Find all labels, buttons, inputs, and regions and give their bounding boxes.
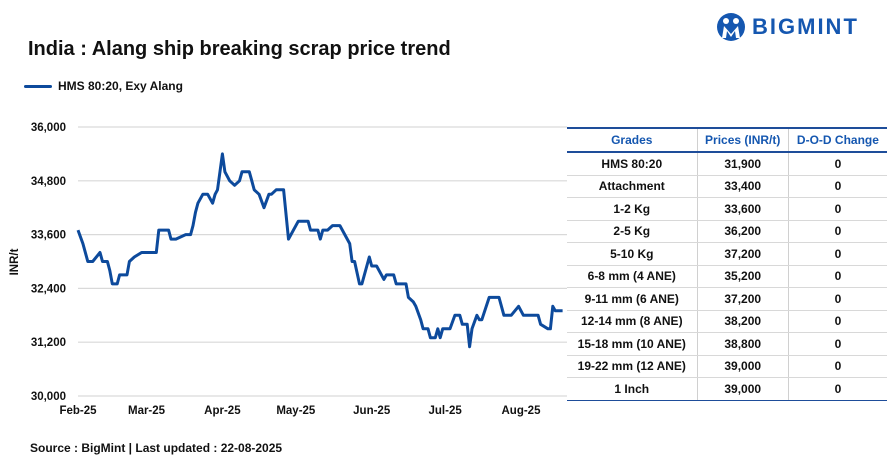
grade-cell: HMS 80:20 — [567, 152, 698, 176]
table-row: 9-11 mm (6 ANE) 37,200 0 — [567, 287, 887, 311]
chart-title: India : Alang ship breaking scrap price … — [28, 38, 451, 60]
table-row: 2-5 Kg 36,200 0 — [567, 220, 887, 243]
x-tick-label: Jul-25 — [429, 405, 463, 417]
change-cell: 0 — [787, 242, 887, 266]
grade-cell: 15-18 mm (10 ANE) — [567, 332, 698, 356]
grade-cell: 19-22 mm (12 ANE) — [567, 355, 698, 378]
price-cell: 33,600 — [696, 197, 789, 221]
change-cell: 0 — [787, 310, 887, 333]
price-cell: 33,400 — [696, 175, 789, 198]
grade-cell: 5-10 Kg — [567, 242, 698, 266]
x-tick-label: Apr-25 — [204, 405, 241, 417]
y-tick-label: 33,600 — [31, 230, 66, 242]
price-cell: 36,200 — [696, 220, 789, 243]
source-note: Source : BigMint | Last updated : 22-08-… — [30, 441, 283, 455]
logo-wordmark: BIGMINT — [752, 14, 859, 39]
table-header-row: Grades Prices (INR/t) D-O-D Change — [567, 127, 887, 153]
legend: HMS 80:20, Exy Alang — [24, 79, 183, 93]
x-tick-label: Jun-25 — [353, 405, 391, 417]
y-tick-labels: 30,000 31,200 32,400 33,600 34,800 36,000 — [31, 122, 66, 403]
x-tick-labels: Feb-25 Mar-25 Apr-25 May-25 Jun-25 Jul-25 Aug-… — [59, 405, 541, 417]
table-row: 12-14 mm (8 ANE) 38,200 0 — [567, 310, 887, 333]
grade-cell: 2-5 Kg — [567, 220, 698, 243]
table-row: 1-2 Kg 33,600 0 — [567, 197, 887, 221]
price-cell: 37,200 — [696, 287, 789, 311]
change-cell: 0 — [787, 220, 887, 243]
x-tick-label: Mar-25 — [128, 405, 166, 417]
x-tick-label: Feb-25 — [59, 405, 97, 417]
price-cell: 35,200 — [696, 265, 789, 288]
grade-cell: Attachment — [567, 175, 698, 198]
logo-mark-icon — [717, 13, 745, 41]
price-cell: 38,200 — [696, 310, 789, 333]
grade-cell: 12-14 mm (8 ANE) — [567, 310, 698, 333]
series-line-hms-80-20 — [76, 152, 563, 349]
table-row: 5-10 Kg 37,200 0 — [567, 242, 887, 266]
table-row: 15-18 mm (10 ANE) 38,800 0 — [567, 332, 887, 356]
y-axis-label: INR/t — [9, 248, 21, 275]
y-tick-label: 30,000 — [31, 391, 66, 403]
price-cell: 38,800 — [696, 332, 789, 356]
column-header: D-O-D Change — [787, 127, 887, 153]
grade-cell: 9-11 mm (6 ANE) — [567, 287, 698, 311]
bigmint-logo: BIGMINT — [716, 12, 859, 42]
table-row: Attachment 33,400 0 — [567, 175, 887, 198]
y-tick-label: 31,200 — [31, 337, 66, 349]
gridlines — [78, 126, 567, 397]
table-row: HMS 80:20 31,900 0 — [567, 152, 887, 176]
y-tick-label: 32,400 — [31, 283, 66, 295]
grade-cell: 6-8 mm (4 ANE) — [567, 265, 698, 288]
change-cell: 0 — [787, 197, 887, 221]
legend-swatch — [24, 84, 52, 88]
x-tick-label: May-25 — [276, 405, 316, 417]
grades-price-table: Grades Prices (INR/t) D-O-D Change HMS 80:… — [567, 127, 887, 401]
price-cell: 39,000 — [696, 355, 789, 378]
change-cell: 0 — [787, 175, 887, 198]
column-header: Grades — [567, 127, 698, 153]
x-tick-label: Aug-25 — [502, 405, 542, 417]
price-cell: 39,000 — [696, 377, 789, 401]
price-cell: 31,900 — [696, 152, 789, 176]
column-header: Prices (INR/t) — [696, 127, 789, 153]
change-cell: 0 — [787, 265, 887, 288]
change-cell: 0 — [787, 332, 887, 356]
change-cell: 0 — [787, 355, 887, 378]
table-row: 1 Inch 39,000 0 — [567, 377, 887, 401]
table-row: 19-22 mm (12 ANE) 39,000 0 — [567, 355, 887, 378]
grade-cell: 1 Inch — [567, 377, 698, 401]
y-tick-label: 34,800 — [31, 176, 66, 188]
grade-cell: 1-2 Kg — [567, 197, 698, 221]
change-cell: 0 — [787, 287, 887, 311]
table-row: 6-8 mm (4 ANE) 35,200 0 — [567, 265, 887, 288]
legend-label: HMS 80:20, Exy Alang — [58, 79, 183, 93]
y-tick-label: 36,000 — [31, 122, 66, 134]
change-cell: 0 — [787, 377, 887, 401]
price-cell: 37,200 — [696, 242, 789, 266]
change-cell: 0 — [787, 152, 887, 176]
